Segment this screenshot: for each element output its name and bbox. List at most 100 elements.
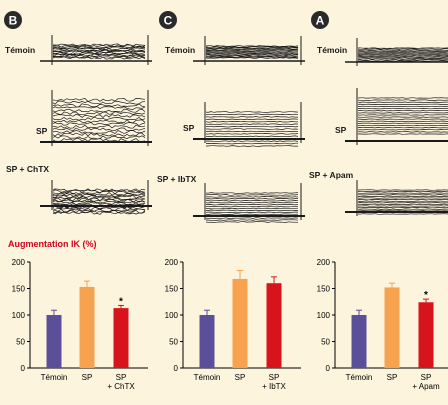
current-trace (358, 189, 448, 191)
current-trace (205, 194, 299, 196)
trace-label: SP + Apam (309, 170, 354, 180)
bar (113, 308, 129, 368)
trace-group: SP (183, 102, 305, 147)
current-trace (205, 47, 299, 49)
current-trace (358, 210, 448, 212)
bar (384, 287, 400, 368)
trace-group: SP + IbTX (157, 174, 305, 223)
current-trace (205, 135, 299, 137)
current-trace (205, 192, 299, 194)
current-trace (52, 197, 146, 202)
current-trace (205, 201, 299, 204)
current-trace (206, 130, 299, 133)
current-trace (205, 54, 299, 56)
bar (79, 286, 95, 368)
current-trace (205, 198, 298, 200)
current-trace (357, 127, 448, 129)
panel-badge: B (4, 11, 22, 29)
current-trace (357, 101, 448, 103)
x-tick-label: SP (82, 373, 93, 382)
y-tick-label: 100 (12, 311, 26, 320)
current-trace (357, 105, 448, 108)
x-tick-label: SP + ChTX (107, 373, 135, 391)
current-trace (357, 54, 448, 57)
significance-marker: * (424, 290, 428, 301)
current-trace (206, 203, 299, 206)
current-trace (205, 123, 299, 125)
x-tick-label: Témoin (194, 373, 221, 382)
trace-label: Témoin (5, 45, 35, 55)
current-trace (52, 122, 146, 126)
panel-badge-circle (311, 11, 329, 29)
current-trace (52, 45, 146, 49)
current-trace (205, 217, 299, 219)
y-tick-label: 150 (165, 285, 179, 294)
x-tick-label: Témoin (346, 373, 373, 382)
current-trace (357, 190, 448, 193)
current-trace (205, 211, 298, 214)
y-axis-title: Augmentation IK (%) (8, 239, 97, 249)
current-trace (52, 55, 146, 59)
trace-group: SP (335, 88, 448, 145)
x-tick-label: Témoin (41, 373, 68, 382)
current-trace (205, 213, 299, 216)
current-trace (357, 192, 448, 194)
current-trace (357, 131, 448, 133)
current-trace (357, 208, 448, 210)
current-trace (205, 116, 298, 118)
current-trace (52, 124, 146, 129)
trace-group: Témoin (5, 35, 152, 65)
current-trace (205, 142, 298, 145)
x-tick-label: SP (235, 373, 246, 382)
x-tick-label: SP + IbTX (262, 373, 286, 391)
current-trace (53, 208, 145, 213)
current-trace (357, 47, 448, 49)
panel-c: C Témoin SP SP + IbTX 0 50 100 150 200 Témoin SP SP… (157, 11, 305, 391)
current-trace (52, 207, 146, 211)
current-trace (52, 116, 146, 121)
bar (418, 302, 434, 368)
current-trace (358, 205, 448, 207)
current-trace (358, 122, 448, 125)
current-trace (357, 103, 448, 105)
current-trace (357, 58, 448, 60)
y-tick-label: 0 (21, 364, 26, 373)
current-trace (205, 121, 299, 123)
trace-group: SP + Apam (309, 170, 448, 216)
current-trace (52, 192, 146, 196)
bar-chart: 0 50 100 150 200 Témoin SP SP + IbTX (165, 258, 301, 391)
current-trace (52, 53, 146, 57)
panel-a: A Témoin SP SP + Apam 0 50 100 150 200 Témoin SP * S… (309, 11, 448, 391)
current-trace (52, 56, 146, 60)
current-trace (357, 120, 448, 122)
current-trace (357, 114, 448, 116)
trace-label: SP + IbTX (157, 174, 197, 184)
current-trace (358, 198, 448, 201)
current-trace (357, 107, 448, 110)
current-trace (52, 199, 146, 203)
current-trace (357, 203, 448, 206)
current-trace (206, 196, 299, 198)
y-tick-label: 0 (174, 364, 179, 373)
trace-label: SP (335, 125, 347, 135)
trace-label: Témoin (165, 45, 195, 55)
current-trace (357, 202, 448, 204)
current-trace (357, 49, 448, 51)
current-trace (52, 201, 146, 206)
current-trace (52, 211, 146, 215)
x-tick-label: SP + Apam (412, 373, 440, 391)
y-tick-label: 200 (165, 258, 179, 267)
current-trace (52, 191, 146, 195)
current-trace (357, 112, 448, 114)
y-tick-label: 100 (165, 311, 179, 320)
current-trace (205, 200, 299, 202)
y-tick-label: 0 (326, 364, 331, 373)
current-trace (205, 56, 299, 58)
current-trace (357, 48, 448, 50)
current-trace (52, 129, 146, 135)
current-trace (52, 52, 146, 56)
y-tick-label: 100 (317, 311, 331, 320)
current-trace (205, 46, 299, 48)
current-trace (205, 48, 299, 51)
